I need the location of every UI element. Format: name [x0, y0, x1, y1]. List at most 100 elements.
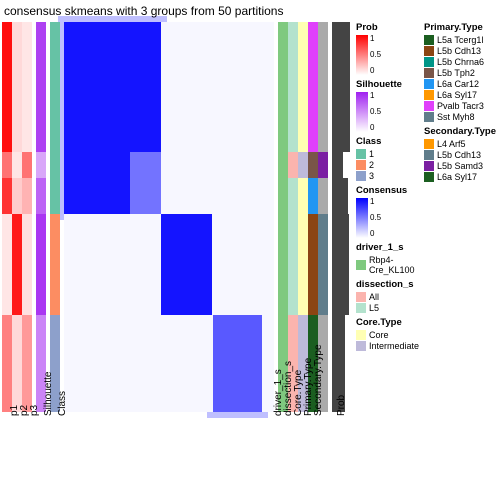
track-core: [298, 22, 308, 412]
track-p3: [22, 22, 32, 412]
legend-item: L5: [356, 303, 418, 313]
track-driver: [278, 22, 288, 412]
legend-item: L5b Tph2: [424, 68, 500, 78]
legend-item: 2: [356, 160, 418, 170]
swatch: [424, 79, 434, 89]
swatch: [424, 112, 434, 122]
legend-item: Rbp4-Cre_KL100: [356, 255, 418, 275]
legend-primarytype: Primary.Type L5a Tcerg1lL5b Cdh13L5b Chrn…: [424, 22, 500, 122]
legend-label: L5b Cdh13: [437, 46, 481, 56]
axis-label-prob: Prob: [336, 395, 347, 416]
legend-consensus: Consensus10.50: [356, 185, 418, 238]
axis-label-silhouette: Silhouette: [43, 372, 54, 416]
legend-item: Pvalb Tacr3: [424, 101, 500, 111]
swatch: [424, 57, 434, 67]
swatch: [424, 46, 434, 56]
legend-label: Rbp4-Cre_KL100: [369, 255, 418, 275]
legend-title: driver_1_s: [356, 242, 418, 253]
swatch: [356, 149, 366, 159]
gradient-swatch: [356, 198, 368, 238]
swatch: [424, 101, 434, 111]
swatch: [356, 171, 366, 181]
legend-prob: Prob10.50: [356, 22, 418, 75]
legend-label: L5: [369, 303, 379, 313]
legend-title: Primary.Type: [424, 22, 500, 33]
swatch: [424, 139, 434, 149]
swatch: [356, 303, 366, 313]
legend-label: All: [369, 292, 379, 302]
legend-item: All: [356, 292, 418, 302]
legend-item: L5b Cdh13: [424, 46, 500, 56]
axis-label-p3: p3: [29, 405, 40, 416]
track-silhouette: [36, 22, 46, 412]
legend-item: Sst Myh8: [424, 112, 500, 122]
legend-label: Core: [369, 330, 389, 340]
legend-class: Class 123: [356, 136, 418, 181]
legend-item: L6a Syl17: [424, 172, 500, 182]
swatch: [424, 161, 434, 171]
legend-title: Silhouette: [356, 79, 418, 90]
column-labels: p1p2p3SilhouetteClassdriver_1_sdissectio…: [2, 414, 350, 504]
legend-item: 1: [356, 149, 418, 159]
legend-item: L6a Syl17: [424, 90, 500, 100]
plot-area: [2, 22, 350, 412]
swatch: [424, 90, 434, 100]
legend-label: L5b Cdh13: [437, 150, 481, 160]
gradient-swatch: [356, 35, 368, 75]
legend-dissections: dissection_s AllL5: [356, 279, 418, 313]
legend-label: 3: [369, 171, 374, 181]
legend-item: L4 Arf5: [424, 139, 500, 149]
legend-item: 3: [356, 171, 418, 181]
legend-title: Prob: [356, 22, 418, 33]
gradient-swatch: [356, 92, 368, 132]
legend-label: L5b Chrna6: [437, 57, 484, 67]
legend-title: Consensus: [356, 185, 418, 196]
legend-silhouette: Silhouette10.50: [356, 79, 418, 132]
legend-label: Sst Myh8: [437, 112, 475, 122]
track-class: [50, 22, 60, 412]
legend-item: L5b Cdh13: [424, 150, 500, 160]
consensus-heatmap-figure: consensus skmeans with 3 groups from 50 …: [0, 0, 504, 504]
legend-item: L5b Chrna6: [424, 57, 500, 67]
swatch: [356, 260, 366, 270]
legend-secondarytype: Secondary.Type L4 Arf5L5b Cdh13L5b Samd3L…: [424, 126, 500, 182]
legend-item: Core: [356, 330, 418, 340]
legend-label: Intermediate: [369, 341, 419, 351]
legend-label: Pvalb Tacr3: [437, 101, 484, 111]
track-dissection: [288, 22, 298, 412]
swatch: [424, 150, 434, 160]
legend-item: L6a Car12: [424, 79, 500, 89]
swatch: [424, 68, 434, 78]
legend-label: L5b Samd3: [437, 161, 483, 171]
legend-title: dissection_s: [356, 279, 418, 290]
legend-item: L5a Tcerg1l: [424, 35, 500, 45]
legend-coretype: Core.Type CoreIntermediate: [356, 317, 418, 351]
swatch: [356, 292, 366, 302]
legend-item: Intermediate: [356, 341, 418, 351]
track-p2: [12, 22, 22, 412]
legend-driver1s: driver_1_s Rbp4-Cre_KL100: [356, 242, 418, 275]
legend-label: 1: [369, 149, 374, 159]
legend-label: 2: [369, 160, 374, 170]
swatch: [424, 35, 434, 45]
legend-label: L5a Tcerg1l: [437, 35, 483, 45]
axis-label-secondarytype: Secondary.Type: [313, 344, 324, 416]
swatch: [356, 330, 366, 340]
legend-title: Core.Type: [356, 317, 418, 328]
plot-title: consensus skmeans with 3 groups from 50 …: [4, 4, 283, 18]
legend-title: Secondary.Type: [424, 126, 500, 137]
legend-label: L6a Syl17: [437, 172, 477, 182]
legend-label: L5b Tph2: [437, 68, 475, 78]
axis-label-class: Class: [57, 391, 68, 416]
legend-label: L6a Car12: [437, 79, 479, 89]
legends: Prob10.50Silhouette10.50 Class 123 Consensu…: [356, 22, 502, 355]
legend-label: L6a Syl17: [437, 90, 477, 100]
legend-label: L4 Arf5: [437, 139, 466, 149]
swatch: [356, 160, 366, 170]
track-prob: [332, 22, 350, 412]
swatch: [424, 172, 434, 182]
track-p1: [2, 22, 12, 412]
swatch: [356, 341, 366, 351]
consensus-heatmap: [64, 22, 274, 412]
legend-title: Class: [356, 136, 418, 147]
